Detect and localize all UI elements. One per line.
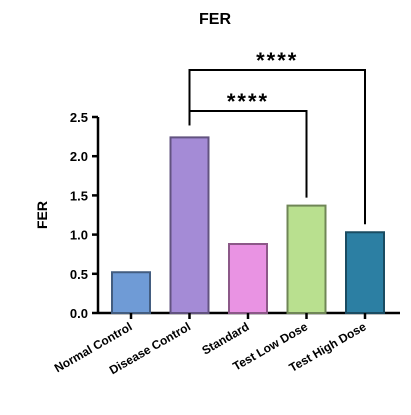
bar (169, 136, 210, 314)
bar (345, 231, 385, 314)
y-tick-label: 2.0 (70, 149, 88, 164)
significance-bracket (188, 69, 366, 225)
significance-annotations: **** **** (188, 48, 366, 225)
bars (111, 136, 385, 314)
x-tick-label: Standard (199, 319, 251, 357)
y-tick-label: 0.0 (70, 306, 88, 321)
y-axis-label: FER (34, 201, 50, 229)
bar (286, 204, 327, 314)
significance-label: **** (256, 48, 298, 73)
y-tick-label: 1.0 (70, 228, 88, 243)
significance-label: **** (227, 89, 269, 114)
y-tick-label: 2.5 (70, 110, 88, 125)
bar (111, 271, 151, 314)
y-tick-label: 1.5 (70, 188, 88, 203)
chart-title: FER (199, 11, 231, 28)
bar (228, 243, 268, 314)
y-tick-label: 0.5 (70, 267, 88, 282)
